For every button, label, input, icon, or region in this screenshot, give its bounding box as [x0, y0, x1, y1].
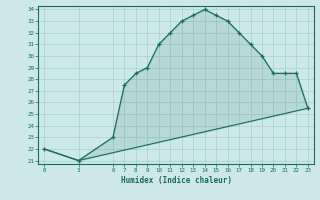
X-axis label: Humidex (Indice chaleur): Humidex (Indice chaleur)	[121, 176, 231, 185]
